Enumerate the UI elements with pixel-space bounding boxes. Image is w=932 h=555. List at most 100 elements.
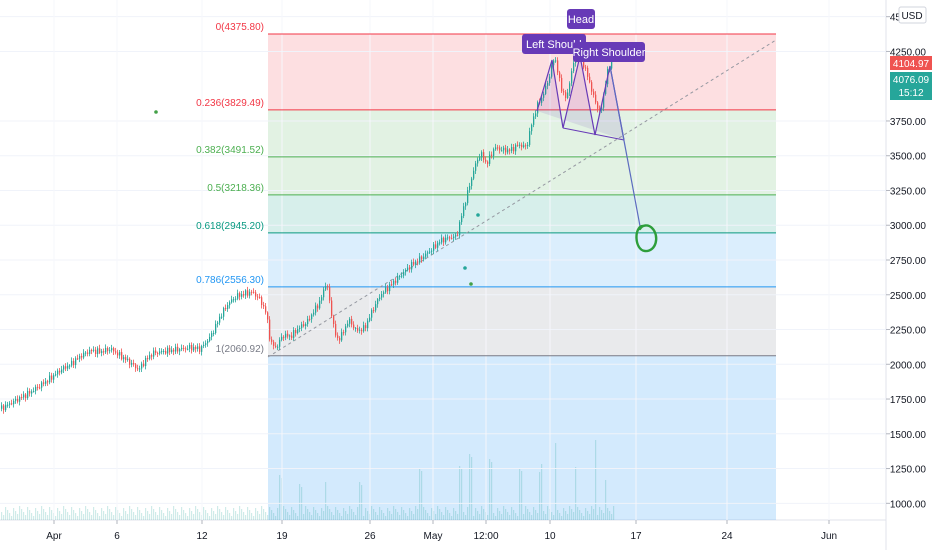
candle-body bbox=[169, 347, 171, 353]
candle-body bbox=[211, 333, 213, 338]
currency-button[interactable]: USD bbox=[898, 6, 927, 24]
candle-body bbox=[529, 131, 531, 145]
candle-body bbox=[401, 275, 403, 277]
volume-bar bbox=[263, 509, 265, 520]
candle-body bbox=[139, 368, 141, 370]
volume-bar bbox=[67, 512, 69, 520]
candle-body bbox=[15, 398, 17, 401]
volume-bar bbox=[603, 513, 605, 520]
candle-body bbox=[161, 351, 163, 353]
volume-bar bbox=[293, 510, 295, 520]
volume-bar bbox=[507, 512, 509, 520]
candle-body bbox=[153, 350, 155, 357]
volume-bar bbox=[133, 512, 135, 520]
volume-bar bbox=[525, 506, 527, 520]
volume-bar bbox=[407, 516, 409, 520]
time-axis[interactable]: Apr 6 12 19 26 May 12:00 10 17 24 Jun bbox=[46, 520, 837, 542]
volume-bar bbox=[345, 511, 347, 520]
volume-bar bbox=[137, 507, 139, 520]
candle-body bbox=[491, 154, 493, 156]
volume-bar bbox=[571, 509, 573, 520]
candle-body bbox=[167, 347, 169, 354]
target-circle[interactable] bbox=[635, 224, 658, 253]
candle-body bbox=[565, 92, 567, 98]
candle-body bbox=[303, 324, 305, 327]
candle-body bbox=[307, 318, 309, 325]
candle-body bbox=[111, 348, 113, 351]
last-price-badge: 4104.97 bbox=[890, 56, 932, 70]
volume-bar bbox=[319, 516, 321, 520]
candle-body bbox=[533, 116, 535, 125]
volume-bar bbox=[451, 516, 453, 520]
volume-bar bbox=[395, 509, 397, 520]
fib-levels[interactable]: 0(4375.80) 0.236(3829.49) 0.382(3491.52) 0.… bbox=[196, 22, 776, 357]
candle-body bbox=[313, 312, 315, 315]
candle-body bbox=[431, 250, 433, 252]
candle-body bbox=[347, 323, 349, 327]
volume-bar bbox=[153, 509, 155, 520]
candle-body bbox=[507, 149, 509, 153]
volume-bar bbox=[23, 512, 25, 520]
volume-bar bbox=[167, 508, 169, 520]
volume-bar bbox=[441, 512, 443, 520]
candle-body bbox=[387, 287, 389, 292]
volume-bar bbox=[123, 508, 125, 520]
volume-bar bbox=[313, 507, 315, 520]
price-tick-label: 2000.00 bbox=[890, 360, 927, 371]
candle-body bbox=[283, 336, 285, 338]
volume-bar bbox=[555, 443, 557, 520]
time-tick-label: 10 bbox=[544, 531, 556, 542]
volume-bar bbox=[151, 506, 153, 520]
volume-bar bbox=[575, 467, 577, 520]
volume-bar bbox=[115, 507, 117, 520]
candle-body bbox=[485, 159, 487, 162]
candle-body bbox=[183, 347, 185, 349]
candle-body bbox=[41, 382, 43, 388]
marker-dot bbox=[469, 282, 473, 286]
volume-bar bbox=[447, 510, 449, 520]
candle-body bbox=[531, 124, 533, 132]
volume-bar bbox=[165, 516, 167, 520]
fib-trend-line[interactable] bbox=[267, 39, 777, 358]
price-tick-label: 1250.00 bbox=[890, 465, 927, 476]
candle-body bbox=[241, 294, 243, 297]
candle-body bbox=[223, 307, 225, 317]
volume-bar bbox=[247, 507, 249, 520]
candle-body bbox=[403, 272, 405, 276]
head-label[interactable]: Head bbox=[567, 9, 595, 29]
volume-bar bbox=[611, 514, 613, 520]
volume-bar bbox=[215, 514, 217, 520]
volume-bar bbox=[267, 515, 269, 520]
volume-bar bbox=[413, 514, 415, 520]
volume-bar bbox=[139, 510, 141, 520]
candle-body bbox=[437, 242, 439, 248]
volume-bar bbox=[453, 508, 455, 520]
volume-bar bbox=[125, 511, 127, 520]
right-shoulder-label[interactable]: Right Shoulder bbox=[573, 42, 646, 62]
candle-body bbox=[433, 244, 435, 251]
volume-bar bbox=[391, 514, 393, 520]
volume-bar bbox=[335, 507, 337, 520]
volume-bar bbox=[577, 507, 579, 520]
price-axis[interactable]: 1000.00 1250.00 1500.00 1750.00 2000.00 2250.… bbox=[886, 13, 926, 511]
candle-body bbox=[103, 351, 105, 353]
volume-bar bbox=[7, 510, 9, 520]
volume-bar bbox=[581, 513, 583, 520]
volume-bar bbox=[465, 515, 467, 520]
volume-bar bbox=[265, 512, 267, 520]
candle-body bbox=[375, 304, 377, 311]
volume-bar bbox=[583, 516, 585, 520]
volume-bar bbox=[161, 510, 163, 520]
volume-bar bbox=[19, 506, 21, 520]
candle-body bbox=[353, 324, 355, 329]
pattern-fill bbox=[537, 56, 624, 140]
candle-body bbox=[479, 157, 481, 160]
volume-bar bbox=[433, 511, 435, 520]
candle-body bbox=[121, 352, 123, 360]
projection-line[interactable] bbox=[609, 65, 641, 227]
volume-bar bbox=[129, 506, 131, 520]
volume-bar bbox=[15, 511, 17, 520]
volume-bar bbox=[497, 508, 499, 520]
